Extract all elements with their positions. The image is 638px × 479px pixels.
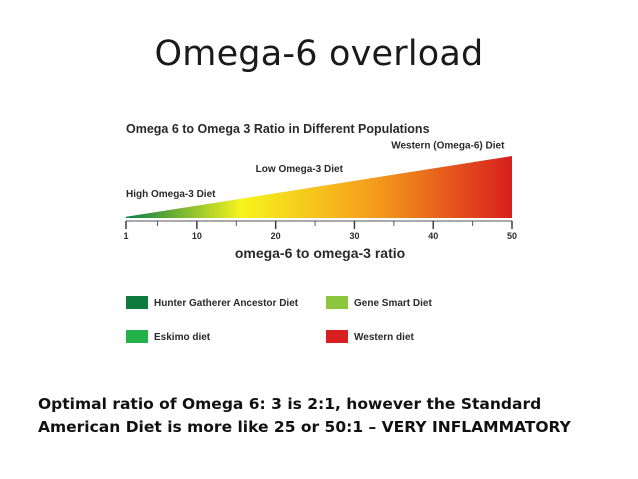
x-tick-label: 10 <box>192 231 202 241</box>
caption: Optimal ratio of Omega 6: 3 is 2:1, howe… <box>38 393 618 439</box>
caption-line-2: American Diet is more like 25 or 50:1 – … <box>38 418 571 436</box>
legend-swatch <box>326 330 348 343</box>
chart-title: Omega 6 to Omega 3 Ratio in Different Po… <box>126 122 430 136</box>
x-axis-label: omega-6 to omega-3 ratio <box>235 245 405 261</box>
x-tick-label: 50 <box>507 231 517 241</box>
x-tick-label: 20 <box>271 231 281 241</box>
legend-label: Western diet <box>354 332 414 343</box>
legend-swatch <box>126 296 148 309</box>
annotation-high-omega3: High Omega-3 Diet <box>126 189 216 200</box>
ratio-area <box>126 156 512 218</box>
annotation-western: Western (Omega-6) Diet <box>391 140 505 151</box>
caption-line-1: Optimal ratio of Omega 6: 3 is 2:1, howe… <box>38 395 542 413</box>
slide-title: Omega-6 overload <box>154 34 484 74</box>
x-tick-label: 40 <box>428 231 438 241</box>
legend-swatch <box>126 330 148 343</box>
x-tick-label: 30 <box>349 231 359 241</box>
legend-label: Gene Smart Diet <box>354 298 432 309</box>
legend-swatch <box>326 296 348 309</box>
x-tick-label: 1 <box>123 231 128 241</box>
annotation-low-omega3: Low Omega-3 Diet <box>256 164 344 175</box>
legend-label: Hunter Gatherer Ancestor Diet <box>154 298 299 309</box>
legend-label: Eskimo diet <box>154 332 211 343</box>
